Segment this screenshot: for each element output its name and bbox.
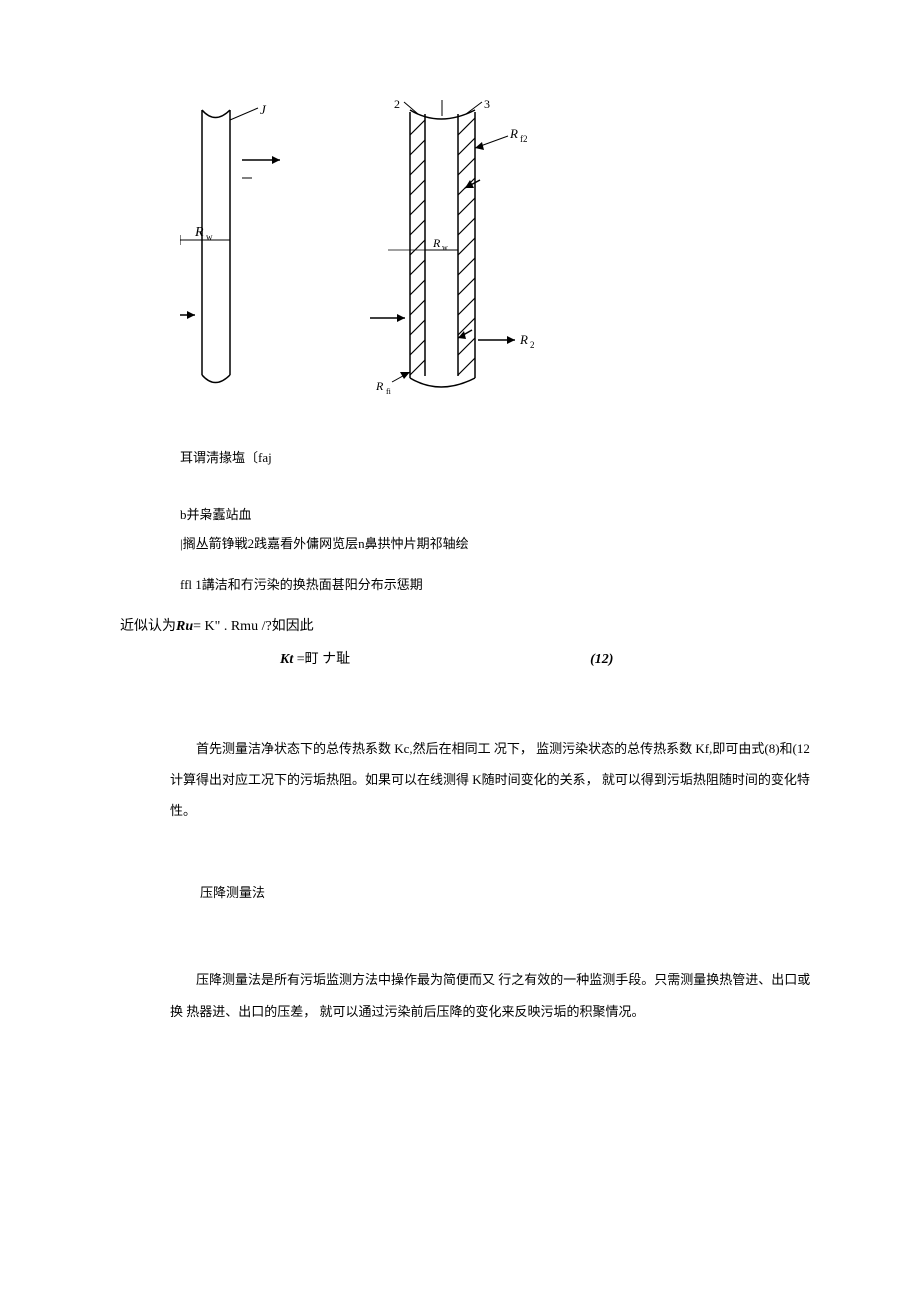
paragraph-1: 首先测量洁净状态下的总传热系数 Kc,然后在相同工 况下， 监测污染状态的总传热… bbox=[120, 733, 820, 827]
rf2-sub: f2 bbox=[520, 134, 528, 144]
fouled-wall: 2 J 3 R f2 R w bbox=[370, 100, 535, 396]
marker-3: 3 bbox=[484, 100, 490, 111]
figure-caption: 耳谓淸掾塩〔faj b并枭蠹站血 |搁丛箭铮戦2践嘉看外傭网览层n鼻拱忡片期祁轴… bbox=[180, 444, 820, 599]
eq-rest: =町 ナ耻 bbox=[293, 652, 350, 667]
r2-label: R bbox=[519, 332, 528, 347]
paragraph-2: 压降测量法是所有污垢监测方法中操作最为简便而又 行之有效的一种监测手段。只需测量… bbox=[120, 964, 820, 1026]
section-title-pressure: 压降测量法 bbox=[120, 881, 820, 904]
rf2-label: R bbox=[509, 126, 518, 141]
marker-2: 2 bbox=[394, 100, 400, 111]
approx-line: 近似认为Ru= K" . Rmu /?如因此 bbox=[120, 614, 820, 639]
ru-symbol: Ru bbox=[176, 619, 193, 634]
caption-line2: |搁丛箭铮戦2践嘉看外傭网览层n鼻拱忡片期祁轴绘 bbox=[180, 530, 820, 559]
kt-symbol: Kt bbox=[280, 652, 293, 667]
rfi-sub: fi bbox=[386, 387, 392, 396]
equation-number: (12) bbox=[590, 647, 613, 672]
figure-diagram: J R w bbox=[180, 100, 820, 419]
r2-sub: 2 bbox=[530, 340, 535, 350]
approx-text: 近似认为 bbox=[120, 619, 176, 634]
caption-line3: ffl 1講洁和冇污染的换热面甚阳分布示惩期 bbox=[180, 571, 820, 600]
approx-rest: = K" . Rmu /?如因此 bbox=[193, 619, 314, 634]
r-left-label: R bbox=[194, 225, 204, 240]
caption-line1a: 耳谓淸掾塩〔faj bbox=[180, 444, 820, 473]
equation-12: Kt =町 ナ耻 (12) bbox=[120, 647, 820, 672]
rw-right-sub: w bbox=[442, 243, 448, 252]
clean-wall: J R w bbox=[180, 102, 280, 383]
marker-mid: J bbox=[438, 100, 444, 101]
rfi-label: R bbox=[375, 379, 384, 393]
rw-right-label: R bbox=[432, 236, 441, 250]
marker-j-left: J bbox=[260, 102, 267, 117]
r-left-sub: w bbox=[206, 232, 213, 242]
heat-surface-diagram: J R w bbox=[180, 100, 560, 410]
caption-line1b: b并枭蠹站血 bbox=[180, 501, 820, 530]
